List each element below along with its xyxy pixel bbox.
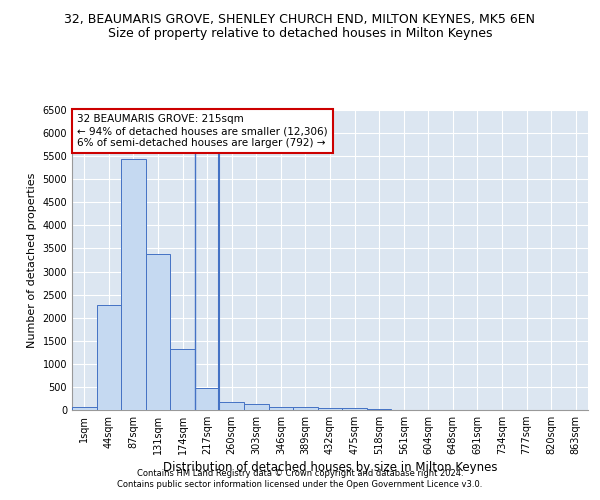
X-axis label: Distribution of detached houses by size in Milton Keynes: Distribution of detached houses by size … xyxy=(163,462,497,474)
Bar xyxy=(170,349,195,410)
Text: Contains public sector information licensed under the Open Government Licence v3: Contains public sector information licen… xyxy=(118,480,482,489)
Text: 32, BEAUMARIS GROVE, SHENLEY CHURCH END, MILTON KEYNES, MK5 6EN: 32, BEAUMARIS GROVE, SHENLEY CHURCH END,… xyxy=(65,12,536,26)
Bar xyxy=(146,254,170,410)
Text: Contains HM Land Registry data © Crown copyright and database right 2024.: Contains HM Land Registry data © Crown c… xyxy=(137,468,463,477)
Bar xyxy=(97,305,121,410)
Bar xyxy=(220,402,244,410)
Text: Size of property relative to detached houses in Milton Keynes: Size of property relative to detached ho… xyxy=(108,28,492,40)
Bar xyxy=(293,408,318,410)
Bar xyxy=(72,406,97,410)
Bar xyxy=(318,408,342,410)
Bar xyxy=(269,406,293,410)
Bar xyxy=(367,409,391,410)
Y-axis label: Number of detached properties: Number of detached properties xyxy=(27,172,37,348)
Bar xyxy=(195,388,220,410)
Bar xyxy=(121,160,146,410)
Text: 32 BEAUMARIS GROVE: 215sqm
← 94% of detached houses are smaller (12,306)
6% of s: 32 BEAUMARIS GROVE: 215sqm ← 94% of deta… xyxy=(77,114,328,148)
Bar xyxy=(342,408,367,410)
Bar xyxy=(244,404,269,410)
